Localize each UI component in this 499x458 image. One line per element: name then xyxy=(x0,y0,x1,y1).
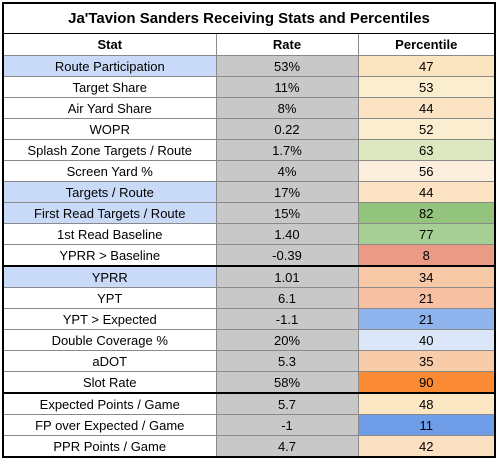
percentile-cell: 52 xyxy=(357,118,494,140)
percentile-cell: 21 xyxy=(357,308,494,330)
table-row: YPT > Expected -1.1 21 xyxy=(4,308,494,330)
stat-cell: WOPR xyxy=(4,118,217,140)
rate-cell: 1.01 xyxy=(215,265,359,288)
table-row: Screen Yard % 4% 56 xyxy=(4,160,494,182)
percentile-cell: 90 xyxy=(357,371,494,394)
percentile-cell: 44 xyxy=(357,97,494,119)
percentile-cell: 63 xyxy=(357,139,494,161)
rate-cell: -0.39 xyxy=(215,244,359,267)
table-row: PPR Points / Game 4.7 42 xyxy=(4,435,494,456)
stat-cell: Air Yard Share xyxy=(4,97,217,119)
rate-cell: 53% xyxy=(215,55,359,77)
table-row: Targets / Route 17% 44 xyxy=(4,181,494,203)
rate-cell: -1.1 xyxy=(215,308,359,330)
stat-cell: Expected Points / Game xyxy=(4,392,217,415)
stat-cell: YPT xyxy=(4,287,217,309)
stat-cell: Splash Zone Targets / Route xyxy=(4,139,217,161)
header-percentile: Percentile xyxy=(357,34,494,56)
stat-cell: Slot Rate xyxy=(4,371,217,394)
percentile-cell: 21 xyxy=(357,287,494,309)
rate-cell: 4.7 xyxy=(215,435,359,456)
stat-cell: Double Coverage % xyxy=(4,329,217,351)
table-row: 1st Read Baseline 1.40 77 xyxy=(4,223,494,245)
stat-cell: aDOT xyxy=(4,350,217,372)
percentile-cell: 8 xyxy=(357,244,494,267)
table-row: WOPR 0.22 52 xyxy=(4,118,494,140)
rate-cell: 0.22 xyxy=(215,118,359,140)
percentile-cell: 44 xyxy=(357,181,494,203)
table-row: Target Share 11% 53 xyxy=(4,76,494,98)
rate-cell: 11% xyxy=(215,76,359,98)
table-row: Double Coverage % 20% 40 xyxy=(4,329,494,351)
header-row: Stat Rate Percentile xyxy=(4,34,494,56)
percentile-cell: 35 xyxy=(357,350,494,372)
rate-cell: 8% xyxy=(215,97,359,119)
percentile-cell: 40 xyxy=(357,329,494,351)
stat-cell: Targets / Route xyxy=(4,181,217,203)
table-row: Splash Zone Targets / Route 1.7% 63 xyxy=(4,139,494,161)
rate-cell: 17% xyxy=(215,181,359,203)
rate-cell: 5.7 xyxy=(215,392,359,415)
stat-cell: 1st Read Baseline xyxy=(4,223,217,245)
table-row: FP over Expected / Game -1 11 xyxy=(4,414,494,436)
percentile-cell: 42 xyxy=(357,435,494,456)
percentile-cell: 34 xyxy=(357,265,494,288)
percentile-cell: 48 xyxy=(357,392,494,415)
table-row: YPRR 1.01 34 xyxy=(4,265,494,288)
stat-cell: YPRR xyxy=(4,265,217,288)
percentile-cell: 56 xyxy=(357,160,494,182)
header-stat: Stat xyxy=(4,34,217,56)
stat-cell: First Read Targets / Route xyxy=(4,202,217,224)
rate-cell: 20% xyxy=(215,329,359,351)
stat-cell: YPT > Expected xyxy=(4,308,217,330)
stats-table: Stat Rate Percentile Route Participation… xyxy=(4,34,494,456)
rate-cell: 1.7% xyxy=(215,139,359,161)
stat-cell: Screen Yard % xyxy=(4,160,217,182)
sheet-title: Ja'Tavion Sanders Receiving Stats and Pe… xyxy=(4,4,494,34)
stat-cell: Target Share xyxy=(4,76,217,98)
rate-cell: 4% xyxy=(215,160,359,182)
stat-cell: FP over Expected / Game xyxy=(4,414,217,436)
rate-cell: 5.3 xyxy=(215,350,359,372)
table-row: First Read Targets / Route 15% 82 xyxy=(4,202,494,224)
header-rate: Rate xyxy=(215,34,359,56)
table-row: YPRR > Baseline -0.39 8 xyxy=(4,244,494,267)
table-row: YPT 6.1 21 xyxy=(4,287,494,309)
rate-cell: -1 xyxy=(215,414,359,436)
percentile-cell: 82 xyxy=(357,202,494,224)
percentile-cell: 47 xyxy=(357,55,494,77)
percentile-cell: 53 xyxy=(357,76,494,98)
rate-cell: 58% xyxy=(215,371,359,394)
table-row: aDOT 5.3 35 xyxy=(4,350,494,372)
stat-cell: PPR Points / Game xyxy=(4,435,217,456)
table-row: Slot Rate 58% 90 xyxy=(4,371,494,394)
percentile-cell: 77 xyxy=(357,223,494,245)
rate-cell: 6.1 xyxy=(215,287,359,309)
table-row: Air Yard Share 8% 44 xyxy=(4,97,494,119)
rate-cell: 15% xyxy=(215,202,359,224)
stat-cell: YPRR > Baseline xyxy=(4,244,217,267)
rate-cell: 1.40 xyxy=(215,223,359,245)
table-row: Expected Points / Game 5.7 48 xyxy=(4,392,494,415)
stat-cell: Route Participation xyxy=(4,55,217,77)
percentile-cell: 11 xyxy=(357,414,494,436)
table-row: Route Participation 53% 47 xyxy=(4,55,494,77)
